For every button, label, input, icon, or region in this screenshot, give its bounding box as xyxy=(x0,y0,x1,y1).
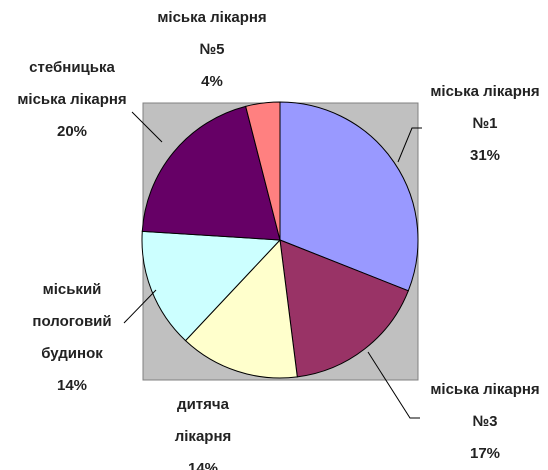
slices xyxy=(141,101,419,379)
pie-slice xyxy=(279,239,409,378)
value-label: 14% xyxy=(187,460,219,470)
leader-line xyxy=(123,289,157,324)
pie-slice xyxy=(141,230,282,342)
category-label: міська лікарня №3 xyxy=(430,381,540,430)
pie-slice xyxy=(245,101,281,241)
slice-label: стебницька міська лікарня 20% xyxy=(17,52,127,148)
category-label: стебницька міська лікарня xyxy=(17,59,127,108)
leader-lines xyxy=(123,111,422,419)
leader-line xyxy=(367,351,420,419)
value-label: 14% xyxy=(56,377,88,394)
leader-line xyxy=(397,127,422,163)
value-label: 31% xyxy=(469,147,501,164)
category-label: дитяча лікарня xyxy=(174,396,232,445)
slice-label: міська лікарня №1 31% xyxy=(430,76,540,172)
pie-slice xyxy=(184,238,298,379)
category-label: міська лікарня №5 xyxy=(157,9,267,58)
value-label: 20% xyxy=(56,123,88,140)
pie-slice xyxy=(279,101,419,292)
value-label: 17% xyxy=(469,445,501,462)
slice-label: міська лікарня №5 4% xyxy=(157,2,267,98)
slice-label: дитяча лікарня 14% xyxy=(148,389,258,470)
slice-label: міський пологовий будинок 14% xyxy=(17,274,127,402)
category-label: міський пологовий будинок xyxy=(32,281,112,362)
pie-slice xyxy=(141,105,281,241)
category-label: міська лікарня №1 xyxy=(430,83,540,132)
value-label: 4% xyxy=(201,73,223,90)
leader-line xyxy=(131,111,163,143)
slice-label: міська лікарня №3 17% xyxy=(430,374,540,470)
